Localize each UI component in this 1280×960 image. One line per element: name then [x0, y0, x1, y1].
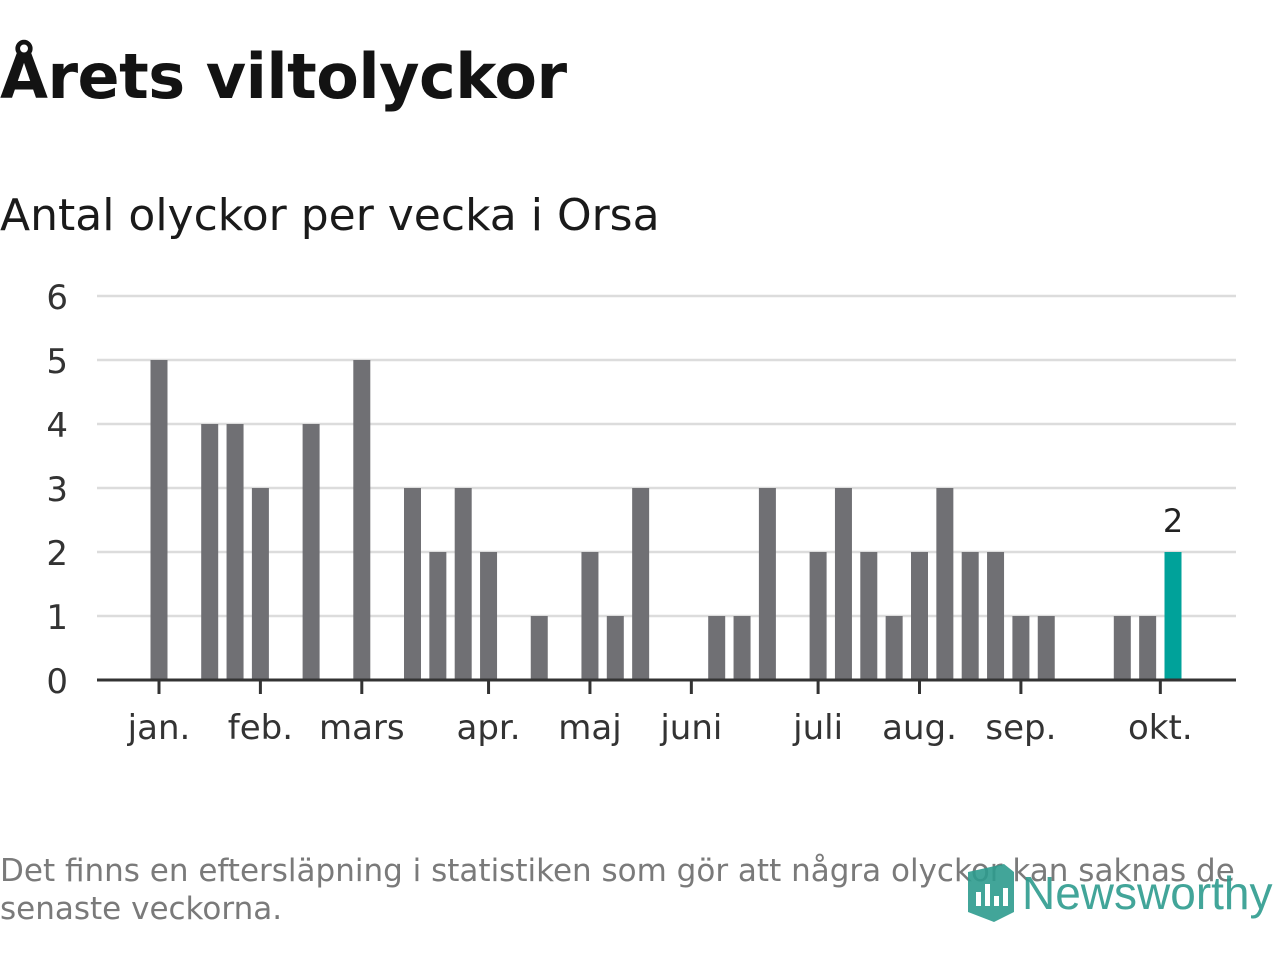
bar — [480, 552, 498, 680]
bar — [809, 552, 827, 680]
bar — [733, 616, 751, 680]
bar — [226, 424, 244, 680]
bar — [961, 552, 979, 680]
bar — [758, 488, 776, 680]
bar — [251, 488, 269, 680]
bar — [708, 616, 726, 680]
x-tick-label: mars — [319, 708, 405, 748]
bar — [201, 424, 219, 680]
chart-title: Årets viltolyckor — [0, 40, 567, 113]
bar — [1037, 616, 1055, 680]
x-tick-label: juni — [659, 708, 722, 748]
bar — [353, 360, 371, 680]
bar — [429, 552, 447, 680]
x-tick-label: maj — [558, 708, 621, 748]
footnote: Det finns en eftersläpning i statistiken… — [0, 853, 1235, 927]
bar — [885, 616, 903, 680]
newsworthy-logo[interactable]: Newsworthy — [964, 862, 1273, 924]
x-tick-label: apr. — [457, 708, 521, 748]
x-tick-label: juli — [792, 708, 843, 748]
y-tick-label: 3 — [46, 470, 68, 510]
bar — [1012, 616, 1030, 680]
bar — [1139, 616, 1157, 680]
y-tick-label: 1 — [46, 598, 68, 638]
y-tick-label: 6 — [46, 278, 68, 318]
bar — [911, 552, 928, 680]
y-tick-label: 5 — [46, 342, 68, 382]
chart-subtitle: Antal olyckor per vecka i Orsa — [0, 190, 660, 241]
y-tick-label: 0 — [46, 662, 68, 702]
y-tick-label: 2 — [46, 534, 68, 574]
bar — [530, 616, 548, 680]
bar — [987, 552, 1005, 680]
highlight-data-label: 2 — [1163, 502, 1183, 540]
bar-chart: 0 1 2 3 4 5 6 jan. feb. mars apr. maj juni juli aug. se… — [46, 278, 1236, 748]
x-tick-label: jan. — [127, 708, 191, 748]
bar — [150, 360, 168, 680]
x-tick-label: okt. — [1128, 708, 1193, 748]
bar — [404, 488, 421, 680]
x-tick-label: aug. — [882, 708, 957, 748]
y-tick-label: 4 — [46, 406, 68, 446]
bar — [454, 488, 472, 680]
bar — [606, 616, 624, 680]
bar — [1113, 616, 1131, 680]
bar — [581, 552, 599, 680]
x-tick-label: sep. — [985, 708, 1056, 748]
bar — [834, 488, 852, 680]
x-tick-label: feb. — [228, 708, 293, 748]
logo-text: Newsworthy — [1022, 867, 1273, 919]
bar — [302, 424, 320, 680]
newsworthy-bar-icon — [968, 864, 1014, 922]
bar — [936, 488, 954, 680]
bar — [860, 552, 878, 680]
highlight-bar — [1164, 552, 1182, 680]
bar — [632, 488, 650, 680]
